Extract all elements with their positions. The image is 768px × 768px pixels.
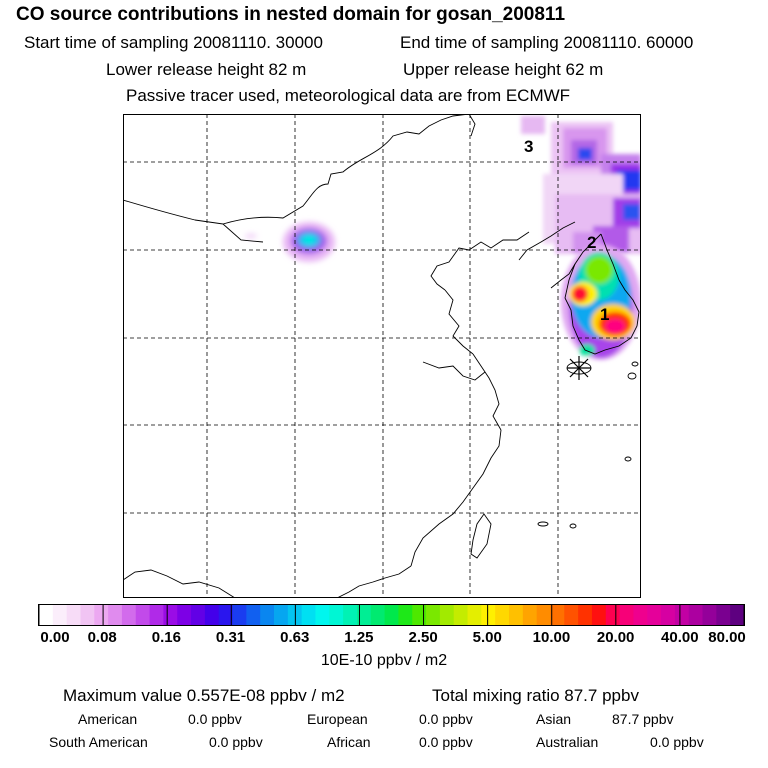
colorbar-swatch [591, 605, 607, 625]
region-value: 0.0 ppbv [419, 711, 473, 727]
colorbar-swatch [716, 605, 731, 625]
colorbar-tick-label: 0.63 [280, 629, 310, 646]
region-name: Asian [536, 711, 572, 727]
colorbar-tick-label: 10.00 [532, 629, 571, 646]
graticule [123, 114, 641, 598]
colorbar-tick-label: 2.50 [408, 629, 438, 646]
colorbar-swatch [301, 605, 317, 625]
colorbar-swatch [412, 605, 427, 625]
colorbar-swatch [688, 605, 704, 625]
colorbar-swatch [108, 605, 123, 625]
colorbar-swatch [674, 605, 690, 625]
region-name: South American [49, 734, 148, 750]
colorbar-swatch [564, 605, 579, 625]
plot-subtitle: Passive tracer used, meteorological data… [126, 86, 571, 105]
colorbar-swatch [177, 605, 192, 625]
colorbar-swatch [495, 605, 510, 625]
colorbar-swatch [343, 605, 358, 625]
colorbar-swatch [384, 605, 400, 625]
colorbar-tick-label: 0.00 [40, 629, 70, 646]
colorbar-swatch [467, 605, 482, 625]
colorbar-swatch [730, 605, 745, 625]
total-mixing-ratio-label: Total mixing ratio 87.7 ppbv [432, 686, 639, 705]
colorbar-swatch [121, 605, 137, 625]
colorbar-swatch [633, 605, 648, 625]
colorbar-swatch [481, 605, 496, 625]
colorbar-swatch [550, 605, 565, 625]
colorbar-swatch [661, 605, 676, 625]
colorbar-swatch [52, 605, 68, 625]
colorbar-tick-label: 0.16 [151, 629, 181, 646]
colorbar-swatch [329, 605, 344, 625]
tracer-plume-west [245, 222, 335, 262]
colorbar [38, 604, 745, 626]
colorbar-swatch [39, 605, 54, 625]
colorbar-swatch [232, 605, 247, 625]
colorbar-swatch [163, 605, 178, 625]
maximum-value-label: Maximum value 0.557E-08 ppbv / m2 [63, 686, 345, 705]
region-name: European [307, 711, 368, 727]
region-label-2: 2 [587, 233, 596, 252]
region-name: American [78, 711, 138, 727]
plot-title: CO source contributions in nested domain… [16, 4, 566, 25]
colorbar-swatch [536, 605, 552, 625]
colorbar-swatch [246, 605, 261, 625]
colorbar-tick-label: 0.08 [87, 629, 117, 646]
islands [470, 361, 639, 559]
colorbar-swatch [522, 605, 538, 625]
colorbar-swatch [619, 605, 635, 625]
colorbar-swatch [149, 605, 165, 625]
colorbar-swatch [453, 605, 469, 625]
colorbar-swatch [426, 605, 441, 625]
colorbar-tick-label: 0.31 [215, 629, 246, 646]
region-name: African [327, 734, 371, 750]
tracer-plume-northeast [521, 116, 641, 254]
colorbar-swatch [80, 605, 95, 625]
colorbar-swatch [398, 605, 413, 625]
colorbar-swatch [439, 605, 455, 625]
colorbar-unit-label: 10E-10 ppbv / m2 [320, 652, 448, 669]
colorbar-swatch [274, 605, 289, 625]
map-panel: 1 2 3 [123, 114, 641, 598]
colorbar-border [38, 604, 745, 626]
colorbar-tick-label: 80.00 [708, 629, 746, 646]
start-time-label: Start time of sampling 20081110. 30000 [24, 33, 323, 52]
colorbar-swatch [218, 605, 234, 625]
region-value: 87.7 ppbv [612, 711, 674, 727]
colorbar-swatch [356, 605, 372, 625]
region-value: 0.0 ppbv [650, 734, 704, 750]
colorbar-swatch [94, 605, 109, 625]
colorbar-swatch [605, 605, 621, 625]
colorbar-tick-label: 1.25 [344, 629, 374, 646]
colorbar-swatch [315, 605, 330, 625]
colorbar-swatch [66, 605, 82, 625]
upper-height-label: Upper release height 62 m [403, 60, 604, 79]
region-value: 0.0 ppbv [188, 711, 242, 727]
colorbar-swatch [702, 605, 717, 625]
tracer-plume-korea [561, 244, 641, 360]
colorbar-tick-label: 5.00 [472, 629, 502, 646]
colorbar-swatch [578, 605, 593, 625]
colorbar-swatch [509, 605, 524, 625]
colorbar-swatch [370, 605, 386, 625]
lower-height-label: Lower release height 82 m [106, 60, 307, 79]
receptor-star-marker [567, 356, 591, 380]
end-time-label: End time of sampling 20081110. 60000 [400, 33, 694, 52]
colorbar-swatch [135, 605, 151, 625]
region-value: 0.0 ppbv [419, 734, 473, 750]
colorbar-swatch [204, 605, 220, 625]
colorbar-swatch [647, 605, 662, 625]
colorbar-swatch [191, 605, 206, 625]
colorbar-swatch [260, 605, 275, 625]
colorbar-tick-label: 40.00 [661, 629, 699, 646]
region-value: 0.0 ppbv [209, 734, 263, 750]
region-label-1: 1 [600, 305, 609, 324]
region-name: Australian [536, 734, 599, 750]
colorbar-tick-label: 20.00 [596, 629, 635, 646]
coastlines [123, 114, 640, 598]
region-label-3: 3 [524, 137, 533, 156]
